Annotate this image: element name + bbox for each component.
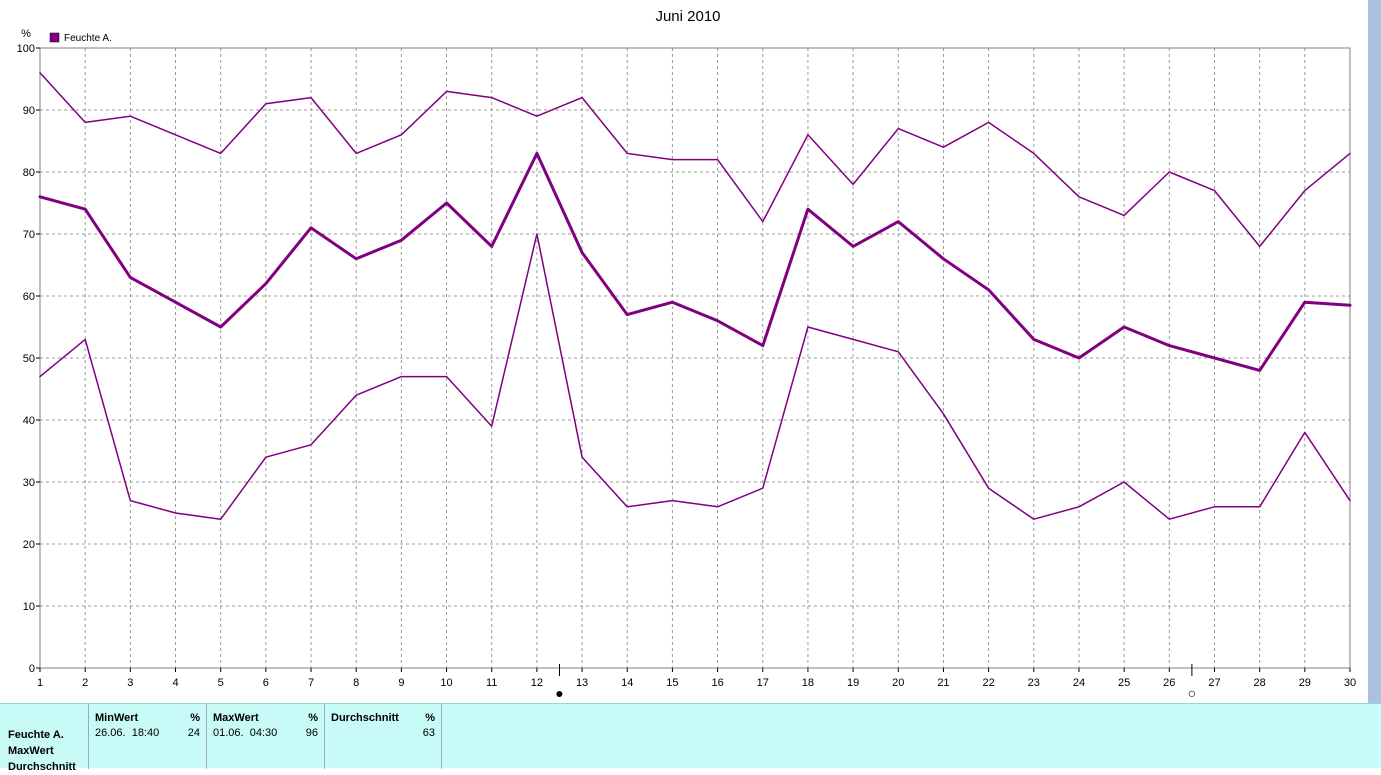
stat-unit: % — [425, 712, 435, 724]
stat-column-min: MinWert% 26.06. 18:40 24 — [88, 704, 206, 769]
y-tick-label: 50 — [23, 353, 35, 365]
y-unit-label: % — [21, 28, 31, 40]
x-tick-label: 1 — [37, 677, 43, 689]
y-tick-label: 0 — [29, 663, 35, 675]
y-tick-label: 20 — [23, 539, 35, 551]
x-tick-label: 9 — [398, 677, 404, 689]
chart-area: 0 10 20 30 40 50 60 70 80 90 100 1 2 3 4 5 6 7 8 9 10 11 12 13 1… — [17, 0, 1381, 703]
y-tick-label: 70 — [23, 229, 35, 241]
x-tick-label: 11 — [486, 677, 497, 689]
y-tick-label: 60 — [23, 291, 35, 303]
row-label: MaxWert — [8, 745, 54, 757]
stat-column-average: Durchschnitt% 63 — [324, 704, 442, 769]
y-tick-label: 90 — [23, 105, 35, 117]
x-tick-label: 24 — [1073, 677, 1085, 689]
x-tick-label: 14 — [621, 677, 633, 689]
x-tick-label: 23 — [1028, 677, 1040, 689]
y-tick-label: 100 — [17, 43, 35, 55]
stat-time: 01.06. 04:30 — [213, 727, 278, 739]
x-tick-label: 12 — [531, 677, 543, 689]
window-edge — [1368, 0, 1381, 703]
series-line-1 — [39, 72, 1351, 248]
x-tick-label: 5 — [218, 677, 224, 689]
x-tick-label: 3 — [127, 677, 133, 689]
x-tick-label: 30 — [1344, 677, 1356, 689]
series-line-2 — [38, 151, 1352, 372]
series-line-3 — [39, 233, 1351, 520]
y-tick-label: 30 — [23, 477, 35, 489]
x-tick-label: 7 — [308, 677, 314, 689]
stat-column-max: MaxWert% 01.06. 04:30 96 — [206, 704, 324, 769]
x-tick-label: 25 — [1118, 677, 1130, 689]
legend-swatch — [49, 32, 60, 43]
x-tick-label: 15 — [666, 677, 678, 689]
new-moon-icon: ● — [555, 685, 563, 701]
x-tick-label: 17 — [757, 677, 769, 689]
x-tick-label: 10 — [440, 677, 452, 689]
chart-title: Juni 2010 — [655, 8, 720, 25]
x-tick-label: 22 — [982, 677, 994, 689]
stat-unit: % — [308, 712, 318, 724]
stat-value: 24 — [187, 727, 200, 739]
legend-label: Feuchte A. — [64, 33, 112, 44]
series — [38, 72, 1352, 520]
x-tick-label: 8 — [353, 677, 359, 689]
x-tick-label: 29 — [1299, 677, 1311, 689]
stat-value: 96 — [305, 727, 318, 739]
stat-value: 63 — [422, 727, 435, 739]
x-tick-label: 21 — [937, 677, 949, 689]
y-tick-label: 10 — [23, 601, 35, 613]
stat-header: Durchschnitt — [331, 712, 399, 724]
x-tick-label: 19 — [847, 677, 859, 689]
row-label: Feuchte A. — [8, 729, 64, 741]
moon-phase-markers: ● ○ — [555, 664, 1196, 701]
x-tick-label: 2 — [82, 677, 88, 689]
stat-header: MaxWert — [213, 712, 259, 724]
y-tick-label: 80 — [23, 167, 35, 179]
x-tick-label: 26 — [1163, 677, 1175, 689]
stat-header: MinWert — [95, 712, 139, 724]
grid — [40, 48, 1350, 668]
row-label: Durchschnitt — [8, 761, 76, 773]
x-tick-label: 13 — [576, 677, 588, 689]
x-tick-label: 20 — [892, 677, 904, 689]
x-tick-label: 18 — [802, 677, 814, 689]
full-moon-icon: ○ — [1188, 685, 1196, 701]
stat-time: 26.06. 18:40 — [95, 727, 160, 739]
x-tick-label: 4 — [172, 677, 178, 689]
x-tick-label: 6 — [263, 677, 269, 689]
y-tick-label: 40 — [23, 415, 35, 427]
x-tick-label: 28 — [1254, 677, 1266, 689]
x-tick-label: 16 — [711, 677, 723, 689]
stat-unit: % — [190, 712, 200, 724]
x-tick-label: 27 — [1208, 677, 1220, 689]
statistics-panel: Feuchte A. MaxWert Durchschnitt MinWert%… — [0, 703, 1381, 773]
